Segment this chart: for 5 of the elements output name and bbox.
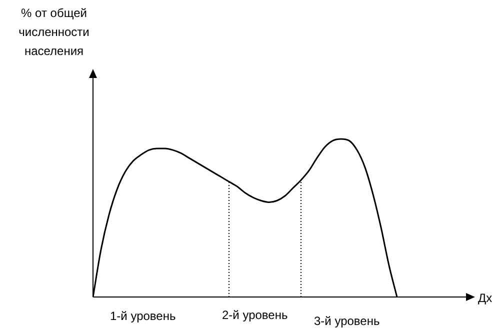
text: 3-й уровень [314,314,380,328]
x-axis-title: Дх [478,291,492,305]
text: 1-й уровень [110,309,176,323]
text: % от общей численности населения [18,5,90,60]
text: 2-й уровень [222,308,288,322]
